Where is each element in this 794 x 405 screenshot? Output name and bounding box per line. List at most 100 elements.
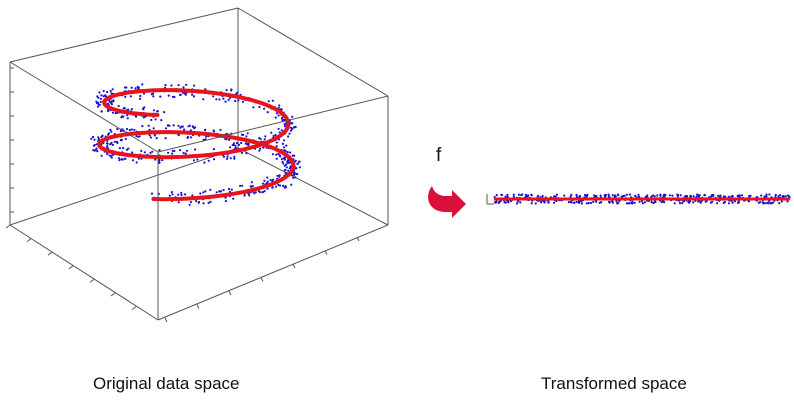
scatter-point [245, 135, 248, 138]
scatter-point [290, 183, 293, 186]
axis-tick [292, 263, 296, 269]
axis-tick [68, 265, 74, 270]
transformed-point [553, 201, 556, 204]
scatter-point [275, 145, 278, 148]
transformed-point [786, 200, 789, 203]
scatter-point [232, 197, 235, 200]
scatter-point [119, 130, 122, 133]
scatter-point [123, 107, 126, 110]
transformed-point [621, 195, 625, 198]
scatter-point [199, 192, 202, 195]
transformed-point [778, 202, 781, 205]
transformed-point [611, 201, 615, 204]
scatter-point [271, 178, 275, 181]
scatter-point [237, 99, 240, 102]
transformed-point [530, 193, 533, 196]
transformed-point [534, 202, 537, 205]
scatter-point [278, 131, 281, 134]
transformed-point [616, 193, 620, 196]
scatter-point [261, 182, 265, 185]
scatter-point [171, 149, 174, 152]
scatter-point [154, 158, 157, 161]
scatter-point [177, 134, 180, 137]
transformed-point [671, 194, 674, 197]
scatter-point [261, 191, 264, 194]
scatter-point [122, 115, 125, 118]
scatter-point [185, 149, 189, 152]
scatter-point [188, 203, 191, 206]
scatter-point [234, 144, 237, 147]
transformed-point [679, 194, 682, 197]
scatter-point [263, 179, 266, 182]
transformed-point [692, 201, 695, 204]
scatter-point [272, 134, 275, 138]
scatter-point [131, 151, 134, 154]
transformed-point [495, 194, 498, 197]
transformed-point [662, 194, 665, 197]
transformed-point [731, 201, 734, 204]
scatter-point [141, 83, 144, 86]
scatter-point [240, 151, 243, 154]
scatter-point [224, 200, 228, 203]
transformed-point [598, 201, 601, 204]
scatter-point [171, 193, 174, 196]
transformed-point [777, 195, 780, 198]
axis-tick [228, 290, 232, 296]
scatter-point [177, 124, 180, 127]
scatter-point [180, 193, 183, 197]
scatter-point [258, 149, 261, 152]
transformed-point [668, 194, 671, 197]
transformed-point [526, 195, 529, 198]
scatter-point [280, 108, 283, 111]
transformed-point [747, 200, 751, 203]
scatter-point [158, 161, 161, 164]
scatter-point [90, 137, 93, 140]
scatter-point [296, 172, 299, 176]
scatter-point [204, 190, 207, 193]
scatter-point [298, 166, 301, 169]
transformed-point [711, 200, 714, 203]
transformed-point [716, 202, 719, 205]
scatter-point [229, 146, 232, 149]
scatter-point [167, 124, 170, 127]
scatter-point [115, 140, 118, 143]
scatter-point [164, 127, 168, 130]
scatter-point [164, 84, 167, 87]
scatter-point [250, 185, 253, 188]
scatter-point [156, 110, 159, 113]
transformed-point [733, 200, 737, 203]
scatter-point [100, 110, 103, 113]
scatter-point [258, 137, 261, 140]
scatter-point [246, 132, 249, 135]
transformed-point [500, 194, 504, 197]
scatter-point [275, 112, 278, 115]
scatter-point [287, 169, 290, 172]
scatter-point [152, 127, 155, 130]
scatter-point [143, 106, 146, 109]
scatter-point [143, 151, 146, 154]
transformed-point [498, 201, 501, 204]
scatter-point [286, 151, 289, 154]
scatter-point [218, 98, 221, 101]
scatter-point [118, 147, 121, 150]
transformed-point [631, 200, 634, 203]
scatter-point [109, 128, 112, 131]
scatter-point [277, 127, 280, 130]
scatter-point [276, 177, 279, 180]
scatter-point [271, 186, 274, 189]
scatter-point [197, 200, 201, 204]
scatter-point [110, 156, 113, 159]
scatter-point [212, 148, 215, 151]
scatter-point [271, 99, 274, 102]
scatter-point [163, 111, 166, 114]
scatter-point [170, 84, 173, 87]
scatter-point [160, 119, 163, 122]
scatter-point [283, 139, 286, 142]
scatter-point [194, 148, 197, 151]
scatter-point [287, 135, 290, 138]
transformed-point [543, 200, 546, 203]
scatter-point [233, 155, 236, 158]
scatter-point [228, 138, 231, 141]
transformed-point [640, 200, 644, 203]
axis-tick [26, 238, 32, 243]
